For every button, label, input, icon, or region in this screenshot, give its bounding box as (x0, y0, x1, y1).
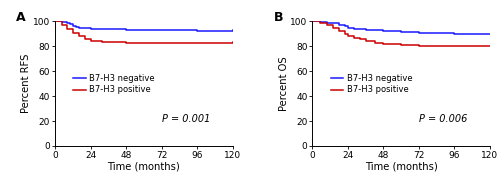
X-axis label: Time (months): Time (months) (108, 161, 180, 171)
Text: B: B (274, 11, 283, 24)
Text: P = 0.006: P = 0.006 (419, 114, 468, 124)
Legend: B7-H3 negative, B7-H3 positive: B7-H3 negative, B7-H3 positive (331, 74, 412, 95)
X-axis label: Time (months): Time (months) (365, 161, 438, 171)
Text: A: A (16, 11, 26, 24)
Y-axis label: Percent RFS: Percent RFS (22, 54, 32, 113)
Text: P = 0.001: P = 0.001 (162, 114, 210, 124)
Y-axis label: Percent OS: Percent OS (279, 56, 289, 111)
Legend: B7-H3 negative, B7-H3 positive: B7-H3 negative, B7-H3 positive (74, 74, 155, 95)
